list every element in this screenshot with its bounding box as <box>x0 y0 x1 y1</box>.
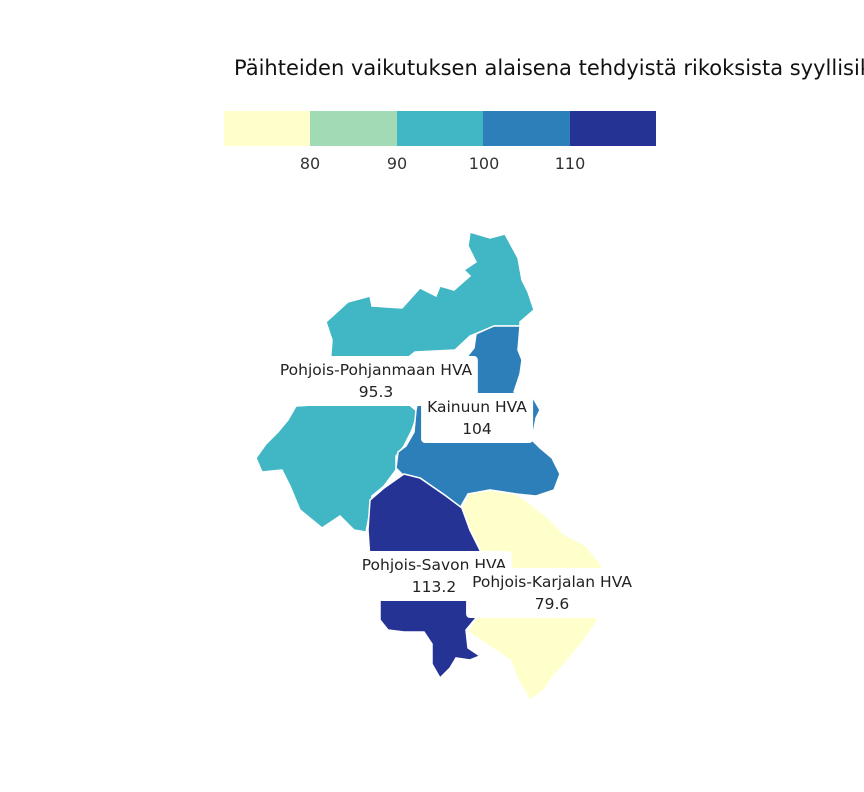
legend-tick-80: 80 <box>299 154 321 173</box>
legend-tick-110: 110 <box>554 154 586 173</box>
region-value: 104 <box>462 420 492 438</box>
color-legend <box>224 111 657 146</box>
region-label-pohjois-karjala: Pohjois-Karjalan HVA 79.6 <box>466 568 638 618</box>
region-value: 95.3 <box>358 383 394 401</box>
legend-tick-100: 100 <box>468 154 500 173</box>
legend-swatch-5 <box>569 111 657 146</box>
legend-tick-90: 90 <box>386 154 408 173</box>
legend-swatch-3 <box>396 111 484 146</box>
region-value: 113.2 <box>411 578 457 596</box>
region-name: Kainuun HVA <box>427 398 527 416</box>
region-name: Pohjois-Karjalan HVA <box>472 573 632 591</box>
legend-swatch-2 <box>310 111 397 146</box>
map-title: Päihteiden vaikutuksen alaisena tehdyist… <box>234 56 864 80</box>
legend-swatch-4 <box>483 111 570 146</box>
legend-swatch-1 <box>224 111 311 146</box>
region-name: Pohjois-Pohjanmaan HVA <box>279 361 473 379</box>
region-value: 79.6 <box>534 595 570 613</box>
region-label-kainuu: Kainuun HVA 104 <box>421 393 533 443</box>
